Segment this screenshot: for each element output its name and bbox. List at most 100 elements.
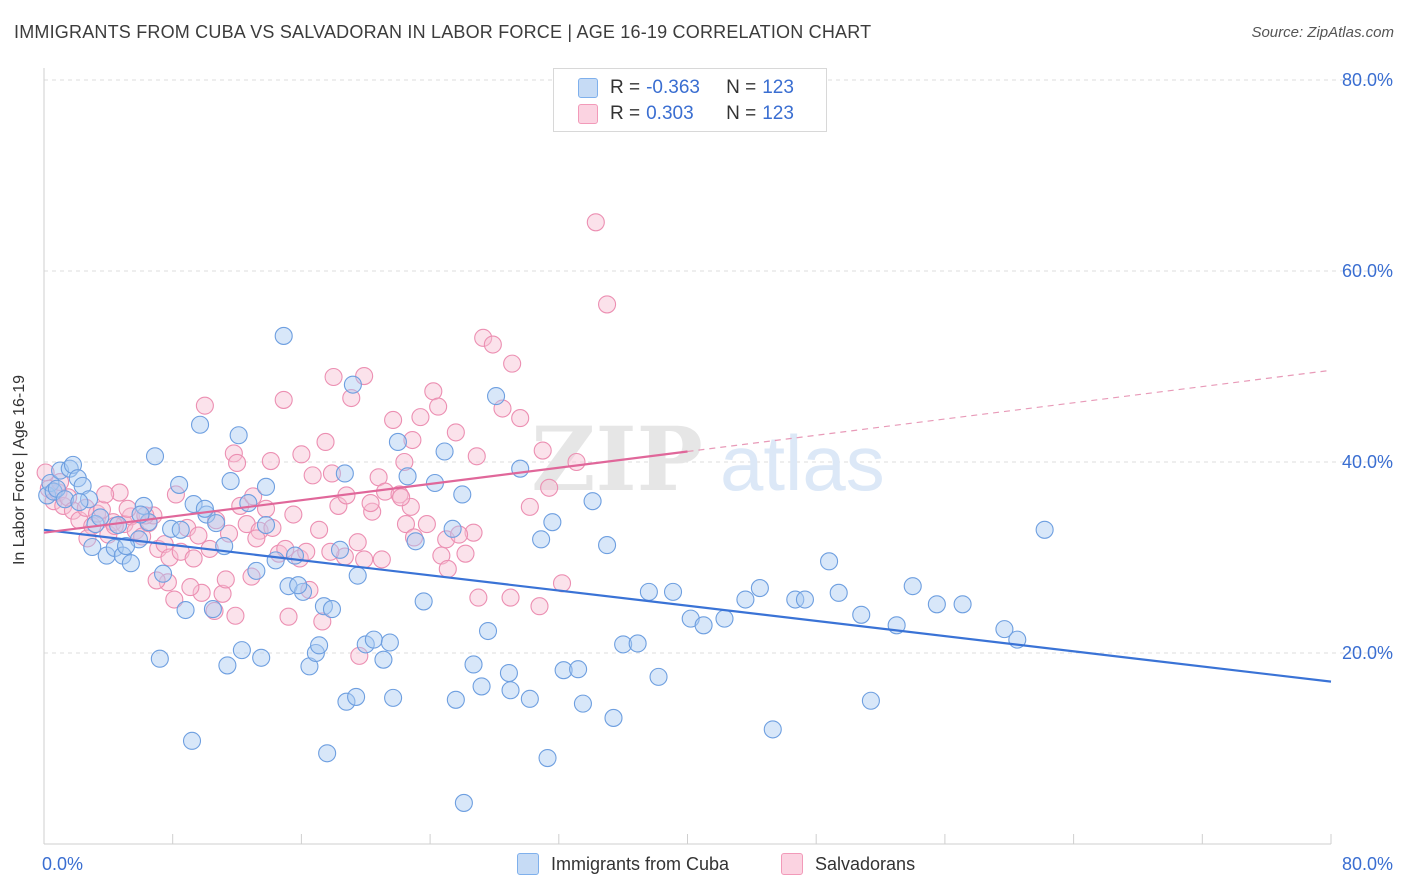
cuba-point: [628, 634, 647, 653]
salvadorans-point: [438, 559, 457, 579]
cuba-point: [464, 655, 483, 674]
cuba-point: [861, 691, 880, 710]
salvadorans-point: [520, 497, 539, 516]
cuba-point: [310, 636, 329, 655]
cuba-point: [184, 494, 203, 514]
cuba-point: [116, 536, 136, 556]
legend-r-label: R =: [610, 77, 641, 98]
cuba-point: [55, 490, 74, 509]
cuba-point: [63, 455, 83, 474]
cuba-point: [239, 494, 258, 513]
cuba-point: [91, 508, 110, 527]
cuba-point: [83, 537, 102, 557]
legend-swatch-salvadorans: [578, 104, 598, 124]
salvadorans-point: [390, 485, 409, 504]
cuba-point: [232, 641, 251, 660]
legend-r-label: R =: [610, 103, 641, 124]
salvadorans-point: [533, 441, 552, 460]
source-label: Source: ZipAtlas.com: [1251, 24, 1394, 41]
cuba-point: [330, 540, 350, 559]
cuba-point: [953, 595, 972, 614]
bottom-legend-salvadorans: Salvadorans: [781, 852, 915, 876]
cuba-point: [153, 564, 173, 583]
cuba-point: [435, 442, 454, 461]
cuba-point: [786, 590, 805, 609]
cuba-point: [252, 648, 271, 667]
salvadorans-point: [192, 583, 211, 602]
cuba-point: [750, 579, 769, 598]
bottom-legend-label-salvadorans: Salvadorans: [815, 853, 916, 874]
salvadorans-points: [36, 213, 617, 665]
salvadorans-point: [501, 588, 520, 607]
salvadorans-point: [313, 612, 332, 631]
salvadorans-point: [467, 447, 486, 466]
salvadorans-point: [147, 571, 166, 590]
salvadorans-point: [224, 444, 243, 463]
salvadorans-point: [158, 573, 177, 592]
cuba-point: [121, 554, 140, 573]
y-axis-label: In Labor Force | Age 16-19: [11, 374, 28, 566]
cuba-point: [472, 677, 491, 696]
cuba-point: [554, 661, 573, 680]
y-tick-label: 60.0%: [1342, 261, 1393, 281]
salvadorans-point: [166, 485, 185, 504]
legend-r-value: -0.363: [646, 77, 700, 98]
legend-swatch-cuba: [578, 78, 598, 98]
salvadorans-point: [189, 526, 208, 545]
cuba-point: [406, 532, 425, 551]
cuba-points: [38, 326, 1054, 812]
chart-title: IMMIGRANTS FROM CUBA VS SALVADORAN IN LA…: [14, 22, 872, 42]
salvadorans-point: [350, 646, 369, 665]
bottom-legend-swatch-salvadorans: [781, 853, 803, 875]
x-tick-label: 0.0%: [42, 854, 83, 874]
cuba-point: [487, 387, 506, 406]
legend-n-label: N =: [726, 77, 757, 98]
salvadorans-point: [567, 452, 586, 472]
salvadorans-point: [279, 607, 298, 626]
salvadorans-point: [184, 549, 203, 568]
salvadorans-point: [392, 488, 411, 507]
salvadorans-point: [395, 452, 414, 472]
cuba-point: [380, 633, 399, 652]
cuba-point: [414, 592, 433, 611]
cuba-point: [145, 447, 165, 466]
cuba-point: [337, 692, 356, 711]
salvadorans-point: [396, 515, 416, 534]
salvadorans-point: [348, 533, 367, 552]
salvadorans-trend-extension: [687, 369, 1332, 453]
cuba-point: [511, 459, 530, 478]
salvadorans-point: [417, 515, 436, 534]
salvadorans-point: [483, 335, 502, 354]
y-tick-label: 80.0%: [1342, 70, 1393, 90]
cuba-point: [335, 464, 354, 483]
cuba-point: [903, 577, 922, 596]
salvadorans-point: [213, 584, 232, 603]
cuba-point: [454, 793, 473, 812]
y-tick-label: 40.0%: [1342, 452, 1393, 472]
cuba-point: [852, 605, 871, 624]
cuba-point: [266, 551, 285, 570]
cuba-point: [736, 590, 755, 609]
salvadorans-trend-line: [43, 450, 688, 534]
cuba-point: [318, 744, 337, 763]
salvadorans-point: [446, 423, 465, 442]
x-tick-label: 80.0%: [1342, 854, 1393, 874]
stats-legend: R = -0.363 N = 123 R = 0.303 N = 123: [553, 68, 827, 132]
salvadorans-point: [598, 295, 617, 314]
bottom-legend-cuba: Immigrants from Cuba: [517, 852, 729, 876]
cuba-point: [384, 688, 403, 707]
cuba-point: [820, 552, 839, 571]
cuba-point: [343, 375, 362, 394]
cuba-point: [182, 731, 202, 750]
cuba-point: [995, 620, 1014, 639]
cuba-point: [499, 664, 518, 683]
watermark-zip: ZIP: [531, 407, 703, 511]
bottom-legend-label-cuba: Immigrants from Cuba: [551, 853, 730, 874]
cuba-point: [247, 561, 266, 580]
salvadorans-point: [226, 606, 245, 625]
cuba-point: [573, 694, 592, 713]
salvadorans-point: [469, 588, 488, 607]
cuba-point: [256, 515, 276, 535]
salvadorans-point: [316, 432, 335, 451]
